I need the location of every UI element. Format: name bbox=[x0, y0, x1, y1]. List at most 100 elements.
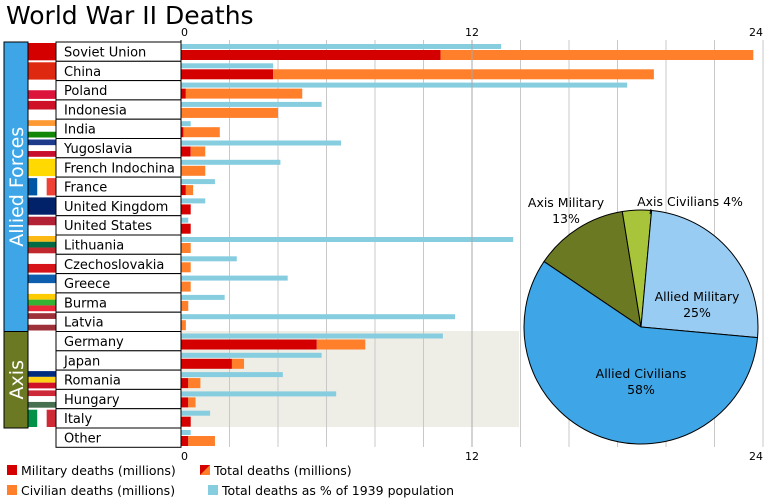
flag-icon bbox=[28, 313, 56, 331]
percent-bar bbox=[181, 140, 342, 146]
pie-label-value: 13% bbox=[552, 211, 580, 226]
flag-icon bbox=[28, 216, 56, 234]
flag-icon bbox=[28, 100, 56, 119]
civilian-bar bbox=[188, 397, 196, 408]
category-label: Burma bbox=[64, 296, 107, 311]
flag-icon bbox=[28, 197, 56, 215]
civilian-bar bbox=[183, 127, 220, 138]
x-tick-label-bottom: 12 bbox=[465, 450, 479, 463]
percent-bar bbox=[181, 410, 211, 416]
category-label: Poland bbox=[64, 84, 107, 99]
percent-bar bbox=[181, 198, 206, 204]
military-bar bbox=[181, 204, 191, 215]
percent-bar bbox=[181, 294, 225, 300]
military-bar bbox=[181, 339, 317, 350]
flag-icon bbox=[28, 43, 56, 61]
civilian-bar bbox=[181, 281, 191, 292]
flag-icon bbox=[28, 236, 56, 254]
percent-bar bbox=[181, 430, 191, 435]
flag-icon bbox=[28, 255, 56, 273]
legend-swatch bbox=[7, 485, 17, 495]
x-tick-label-bottom: 24 bbox=[749, 450, 763, 463]
legend-label: Total deaths (millions) bbox=[213, 463, 352, 478]
percent-bar bbox=[181, 82, 628, 88]
military-bar bbox=[181, 127, 184, 138]
category-label: Other bbox=[64, 432, 102, 447]
military-bar bbox=[181, 358, 232, 369]
percent-bar bbox=[181, 352, 322, 358]
pie-label-name: Axis Civilians bbox=[637, 194, 719, 209]
x-tick-label-top: 0 bbox=[181, 26, 188, 39]
legend-label: Civilian deaths (millions) bbox=[21, 483, 175, 498]
civilian-bar bbox=[181, 107, 278, 118]
category-label: Hungary bbox=[64, 393, 120, 408]
civilian-bar bbox=[181, 262, 191, 273]
group-label: Axis bbox=[6, 360, 28, 399]
civilian-bar bbox=[231, 358, 245, 369]
percent-bar bbox=[181, 159, 281, 165]
flag-icon bbox=[28, 293, 56, 312]
pie-label-value: 58% bbox=[627, 382, 655, 397]
percent-bar bbox=[181, 275, 288, 281]
military-bar bbox=[181, 88, 186, 99]
pie-leader-line bbox=[649, 208, 652, 215]
civilian-bar bbox=[188, 436, 215, 446]
civilian-bar bbox=[181, 243, 191, 253]
category-label: Japan bbox=[63, 354, 100, 369]
legend-swatch bbox=[208, 485, 218, 495]
percent-bar bbox=[181, 372, 283, 378]
category-label: Lithuania bbox=[64, 239, 124, 254]
military-bar bbox=[181, 397, 189, 408]
civilian-bar bbox=[181, 320, 186, 331]
military-bar bbox=[181, 378, 189, 389]
category-label: Latvia bbox=[64, 316, 104, 331]
legend-label: Total deaths as % of 1939 population bbox=[221, 483, 454, 498]
percent-bar bbox=[181, 101, 322, 107]
flag-icon bbox=[28, 351, 56, 370]
category-label: Yugoslavia bbox=[63, 142, 133, 157]
civilian-bar bbox=[316, 339, 366, 350]
group-label: Allied Forces bbox=[6, 127, 28, 247]
percent-bar bbox=[181, 237, 514, 242]
group-labels: Allied Forces Axis bbox=[3, 41, 29, 429]
x-tick-label-bottom: 0 bbox=[181, 450, 188, 463]
percent-bar bbox=[181, 44, 502, 49]
flag-icon bbox=[28, 274, 56, 292]
flag-icon bbox=[28, 158, 56, 177]
category-label: France bbox=[64, 181, 107, 196]
chart-title: World War II Deaths bbox=[6, 1, 254, 30]
pie-slice bbox=[523, 260, 759, 445]
group-bar bbox=[3, 41, 29, 332]
civilian-bar bbox=[188, 378, 201, 389]
x-tick-label-top: 12 bbox=[465, 26, 479, 39]
legend: Military deaths (millions) Total deaths (… bbox=[7, 463, 454, 498]
flag-icon bbox=[28, 332, 56, 350]
legend-swatch bbox=[200, 465, 210, 475]
civilian-bar bbox=[273, 69, 654, 80]
flag-icon bbox=[28, 409, 56, 427]
flag-icon bbox=[28, 81, 56, 99]
percent-bar bbox=[181, 217, 189, 223]
military-bar bbox=[181, 146, 191, 157]
military-bar bbox=[181, 50, 441, 60]
flag-icon bbox=[28, 428, 56, 448]
percent-bar bbox=[181, 121, 191, 127]
flag-icon bbox=[28, 120, 56, 138]
percent-bar bbox=[181, 63, 274, 69]
category-label: Indonesia bbox=[64, 103, 127, 118]
percent-bar bbox=[181, 256, 237, 262]
pie-slice bbox=[640, 209, 759, 339]
civilian-bar bbox=[185, 88, 303, 99]
percent-bar bbox=[181, 333, 443, 339]
category-label: Romania bbox=[64, 374, 121, 389]
pie-slice bbox=[543, 210, 642, 329]
percent-bar bbox=[181, 314, 456, 320]
flag-icon bbox=[28, 139, 56, 157]
civilian-bar bbox=[181, 165, 206, 176]
x-tick-label-top: 24 bbox=[749, 26, 763, 39]
flag-icon bbox=[28, 390, 56, 408]
percent-bar bbox=[181, 391, 337, 397]
military-bar bbox=[181, 416, 191, 427]
axis-ticks: 0 0 12 12 24 24 bbox=[180, 26, 764, 463]
